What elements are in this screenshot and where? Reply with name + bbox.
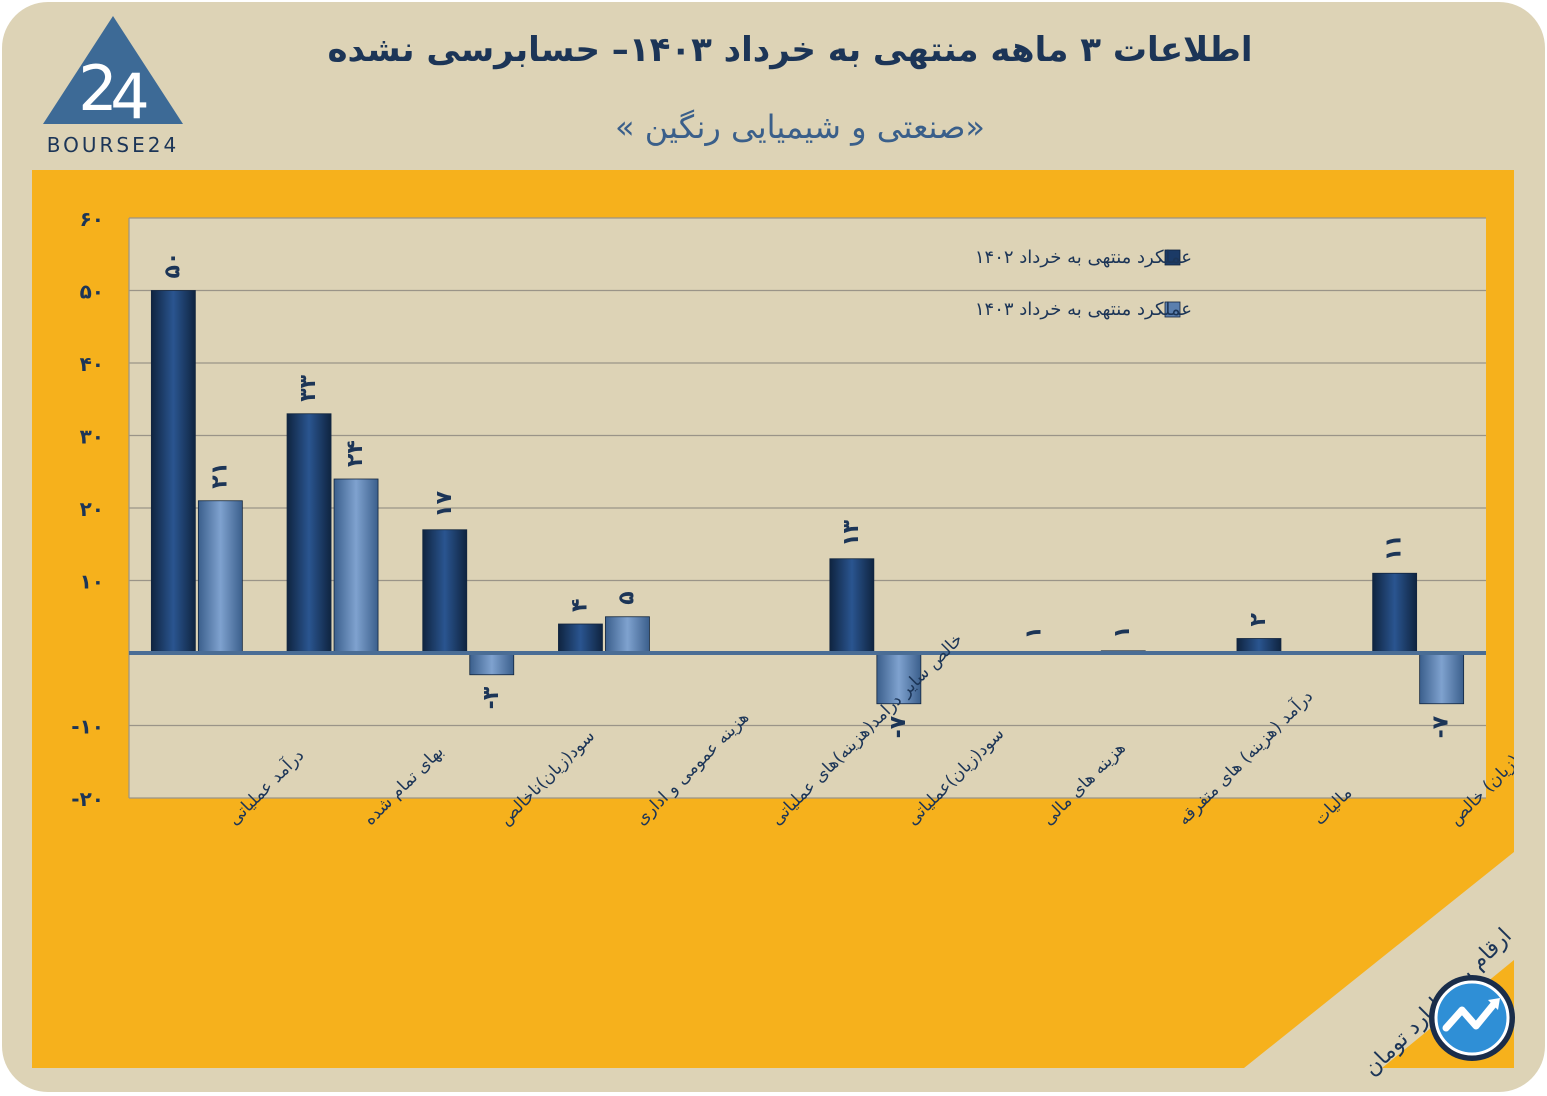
data-label: ۱ — [1022, 626, 1047, 639]
bar — [422, 529, 468, 654]
bourse24-logo: 2 4 BOURSE24 — [38, 14, 198, 159]
data-label: ۱ — [1110, 625, 1135, 638]
data-label: ۲۱ — [207, 462, 232, 489]
bar — [829, 558, 875, 654]
y-tick-label: ۵۰ — [80, 280, 104, 304]
y-tick-label: -۲۰ — [71, 787, 104, 811]
data-label: ۲ — [1246, 613, 1271, 627]
page-title: اطلاعات ۳ ماهه منتهی به خرداد ۱۴۰۳– حساب… — [327, 30, 1253, 70]
data-label: ۱۷ — [432, 490, 457, 517]
legend-label: عملکرد منتهی به خرداد ۱۴۰۳ — [975, 299, 1192, 320]
legend-swatch — [1164, 249, 1181, 266]
data-label: ۴ — [567, 599, 592, 612]
bar — [197, 500, 243, 654]
bar — [150, 290, 196, 654]
legend-swatch — [1164, 301, 1181, 318]
chart-panel: ۶۰ ۵۰ ۴۰ ۳۰ ۲۰ ۱۰ -۱۰ -۲۰ ۵۰ ۳۳ ۱۷ ۴ ۱۳ ۱ ۲ ۱۱ ۲۱ ۲۴ -۳ ۵ -۷… — [32, 170, 1514, 1068]
bar — [333, 478, 379, 654]
data-label: -۷ — [1429, 715, 1454, 738]
data-label: ۵۰ — [160, 252, 185, 279]
data-label: -۳ — [479, 686, 504, 709]
svg-text:2: 2 — [78, 52, 117, 125]
data-label: ۳۳ — [296, 374, 321, 401]
bar — [286, 413, 332, 654]
bar — [469, 652, 515, 676]
y-tick-label: ۴۰ — [80, 352, 104, 376]
svg-text:4: 4 — [110, 60, 149, 133]
y-tick-label: ۶۰ — [80, 207, 104, 231]
logo-wordmark: BOURSE24 — [47, 133, 179, 157]
bar-chart: ۶۰ ۵۰ ۴۰ ۳۰ ۲۰ ۱۰ -۱۰ -۲۰ ۵۰ ۳۳ ۱۷ ۴ ۱۳ ۱ ۲ ۱۱ ۲۱ ۲۴ -۳ ۵ -۷… — [71, 207, 1514, 1068]
bar — [1419, 652, 1465, 705]
data-label: ۵ — [614, 591, 639, 604]
bar — [605, 616, 650, 654]
data-label: ۱۳ — [839, 519, 864, 546]
y-tick-label: ۱۰ — [80, 570, 104, 594]
legend-label: عملکرد منتهی به خرداد ۱۴۰۲ — [975, 247, 1192, 268]
trend-icon — [1426, 972, 1518, 1064]
y-tick-label: ۲۰ — [80, 497, 104, 521]
bar — [558, 623, 603, 654]
page-subtitle: «صنعتی و شیمیایی رنگین » — [615, 108, 985, 146]
data-label: ۲۴ — [343, 440, 368, 467]
bar — [1372, 572, 1418, 654]
data-label: ۱۱ — [1382, 534, 1407, 561]
y-tick-label: ۳۰ — [80, 425, 104, 449]
bar — [1236, 638, 1282, 654]
y-tick-label: -۱۰ — [71, 715, 104, 739]
data-label: -۷ — [886, 715, 911, 738]
